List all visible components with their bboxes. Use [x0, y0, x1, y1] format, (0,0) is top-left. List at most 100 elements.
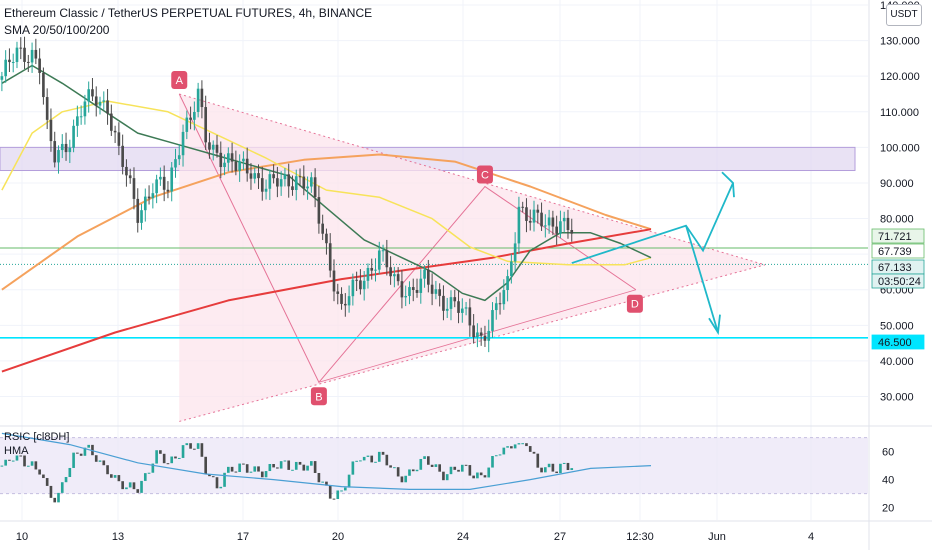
candle-body: [438, 289, 441, 296]
rsi-label[interactable]: RSIC [cl8DH]: [4, 431, 70, 443]
horizontal-lines: [0, 247, 868, 339]
candle-body: [68, 147, 72, 153]
candle-body: [457, 301, 460, 313]
rsi-candle: [128, 482, 132, 488]
candle-body: [151, 193, 155, 199]
marker-b-badge: [310, 387, 327, 406]
candle-body: [381, 250, 385, 252]
rsi-candle: [340, 490, 343, 492]
rsi-candle: [476, 472, 479, 479]
rsi-candle: [468, 465, 472, 476]
rsi-candle: [359, 460, 362, 462]
candle-body: [393, 274, 396, 277]
candle-body: [155, 179, 158, 194]
rsi-candle: [272, 464, 275, 468]
currency-badge[interactable]: USDT: [886, 4, 922, 26]
sma100-line: [1, 153, 652, 291]
rsi-candle: [540, 467, 543, 473]
candle-body: [513, 243, 517, 262]
candle-body: [532, 209, 536, 223]
price-tick-label: 30.000: [880, 392, 914, 404]
candle-body: [272, 174, 275, 179]
rsi-candle: [528, 446, 532, 452]
candle-body: [136, 198, 140, 223]
candle-body: [170, 167, 174, 192]
candle-body: [430, 284, 434, 294]
rsi-candle: [189, 443, 192, 449]
candle-body: [34, 49, 38, 59]
rsi-candle: [483, 475, 487, 478]
rsi-candle: [215, 477, 219, 489]
candle-body: [8, 59, 11, 63]
rsi-candle: [98, 460, 102, 462]
rsi-candle: [76, 452, 79, 454]
rsi-candle: [374, 461, 377, 463]
rsi-candle: [106, 465, 109, 475]
rsi-candle: [140, 480, 143, 493]
candle-body: [294, 176, 298, 191]
rsi-candle: [411, 469, 415, 472]
rsi-candle: [227, 466, 230, 473]
price-tick-label: 80.000: [880, 214, 914, 226]
price-tag-label: 67.739: [878, 246, 912, 258]
rsi-candle: [234, 471, 238, 473]
candle-body: [102, 100, 106, 102]
rsi-candle: [4, 459, 7, 466]
rsi-candle: [377, 451, 381, 462]
rsi-candle: [38, 469, 41, 475]
candle-body: [276, 178, 279, 187]
marker-c-badge: [476, 165, 493, 184]
rsi-candle: [57, 492, 60, 503]
candle-body: [411, 287, 415, 290]
time-tick-label: 10: [16, 531, 28, 543]
rsi-candle: [306, 465, 309, 471]
candle-body: [479, 332, 483, 336]
rsi-candle: [245, 464, 249, 473]
rsi-candle: [498, 454, 502, 456]
candle-body: [23, 47, 26, 62]
candle-body: [38, 58, 41, 73]
candle-body: [204, 107, 207, 143]
rsi-candle: [159, 450, 162, 454]
candle-body: [185, 117, 189, 132]
candle-body: [0, 76, 4, 80]
price-tag-bg: [871, 334, 925, 350]
rsi-candle: [102, 460, 106, 466]
rsi-candle: [396, 467, 400, 477]
rsi-panel: [0, 425, 932, 503]
candle-body: [370, 267, 374, 271]
price-tick-label: 50.000: [880, 320, 914, 332]
time-tick-label: 20: [332, 531, 344, 543]
rsi-candle: [328, 485, 332, 499]
candle-body: [287, 174, 291, 187]
candle-body: [408, 287, 411, 297]
rsi-candle: [155, 450, 158, 464]
rsi-candle: [151, 463, 155, 473]
time-tick-label: 12:30: [626, 531, 654, 543]
marker-d-badge: [626, 294, 643, 313]
rsi-candle: [502, 447, 506, 455]
rsi-candle: [136, 489, 140, 493]
candle-body: [257, 173, 260, 179]
candle-body: [57, 150, 60, 163]
candle-body: [219, 152, 223, 168]
price-tick-label: 100.000: [880, 142, 920, 154]
hma-label[interactable]: HMA: [4, 445, 29, 457]
price-tag-label: 46.500: [878, 337, 912, 349]
rsi-candle: [91, 444, 94, 456]
rsi-candle: [547, 463, 551, 468]
rsi-candle: [147, 472, 151, 474]
candle-body: [260, 178, 264, 192]
rsi-candle: [238, 463, 241, 473]
time-axis[interactable]: 10 13 17 20 24 27 12:30 Jun 4: [0, 520, 932, 543]
price-tag-label: 03:50:24: [878, 276, 921, 288]
rsi-candle: [510, 446, 513, 449]
price-tag-label: 71.721: [878, 231, 912, 243]
rsi-candle: [347, 474, 351, 488]
indicator-legend[interactable]: SMA 20/50/100/200: [4, 23, 110, 37]
rsi-candle: [196, 443, 200, 449]
candle-body: [298, 176, 302, 178]
rsi-candle: [230, 466, 234, 472]
rsi-candle: [566, 462, 570, 471]
